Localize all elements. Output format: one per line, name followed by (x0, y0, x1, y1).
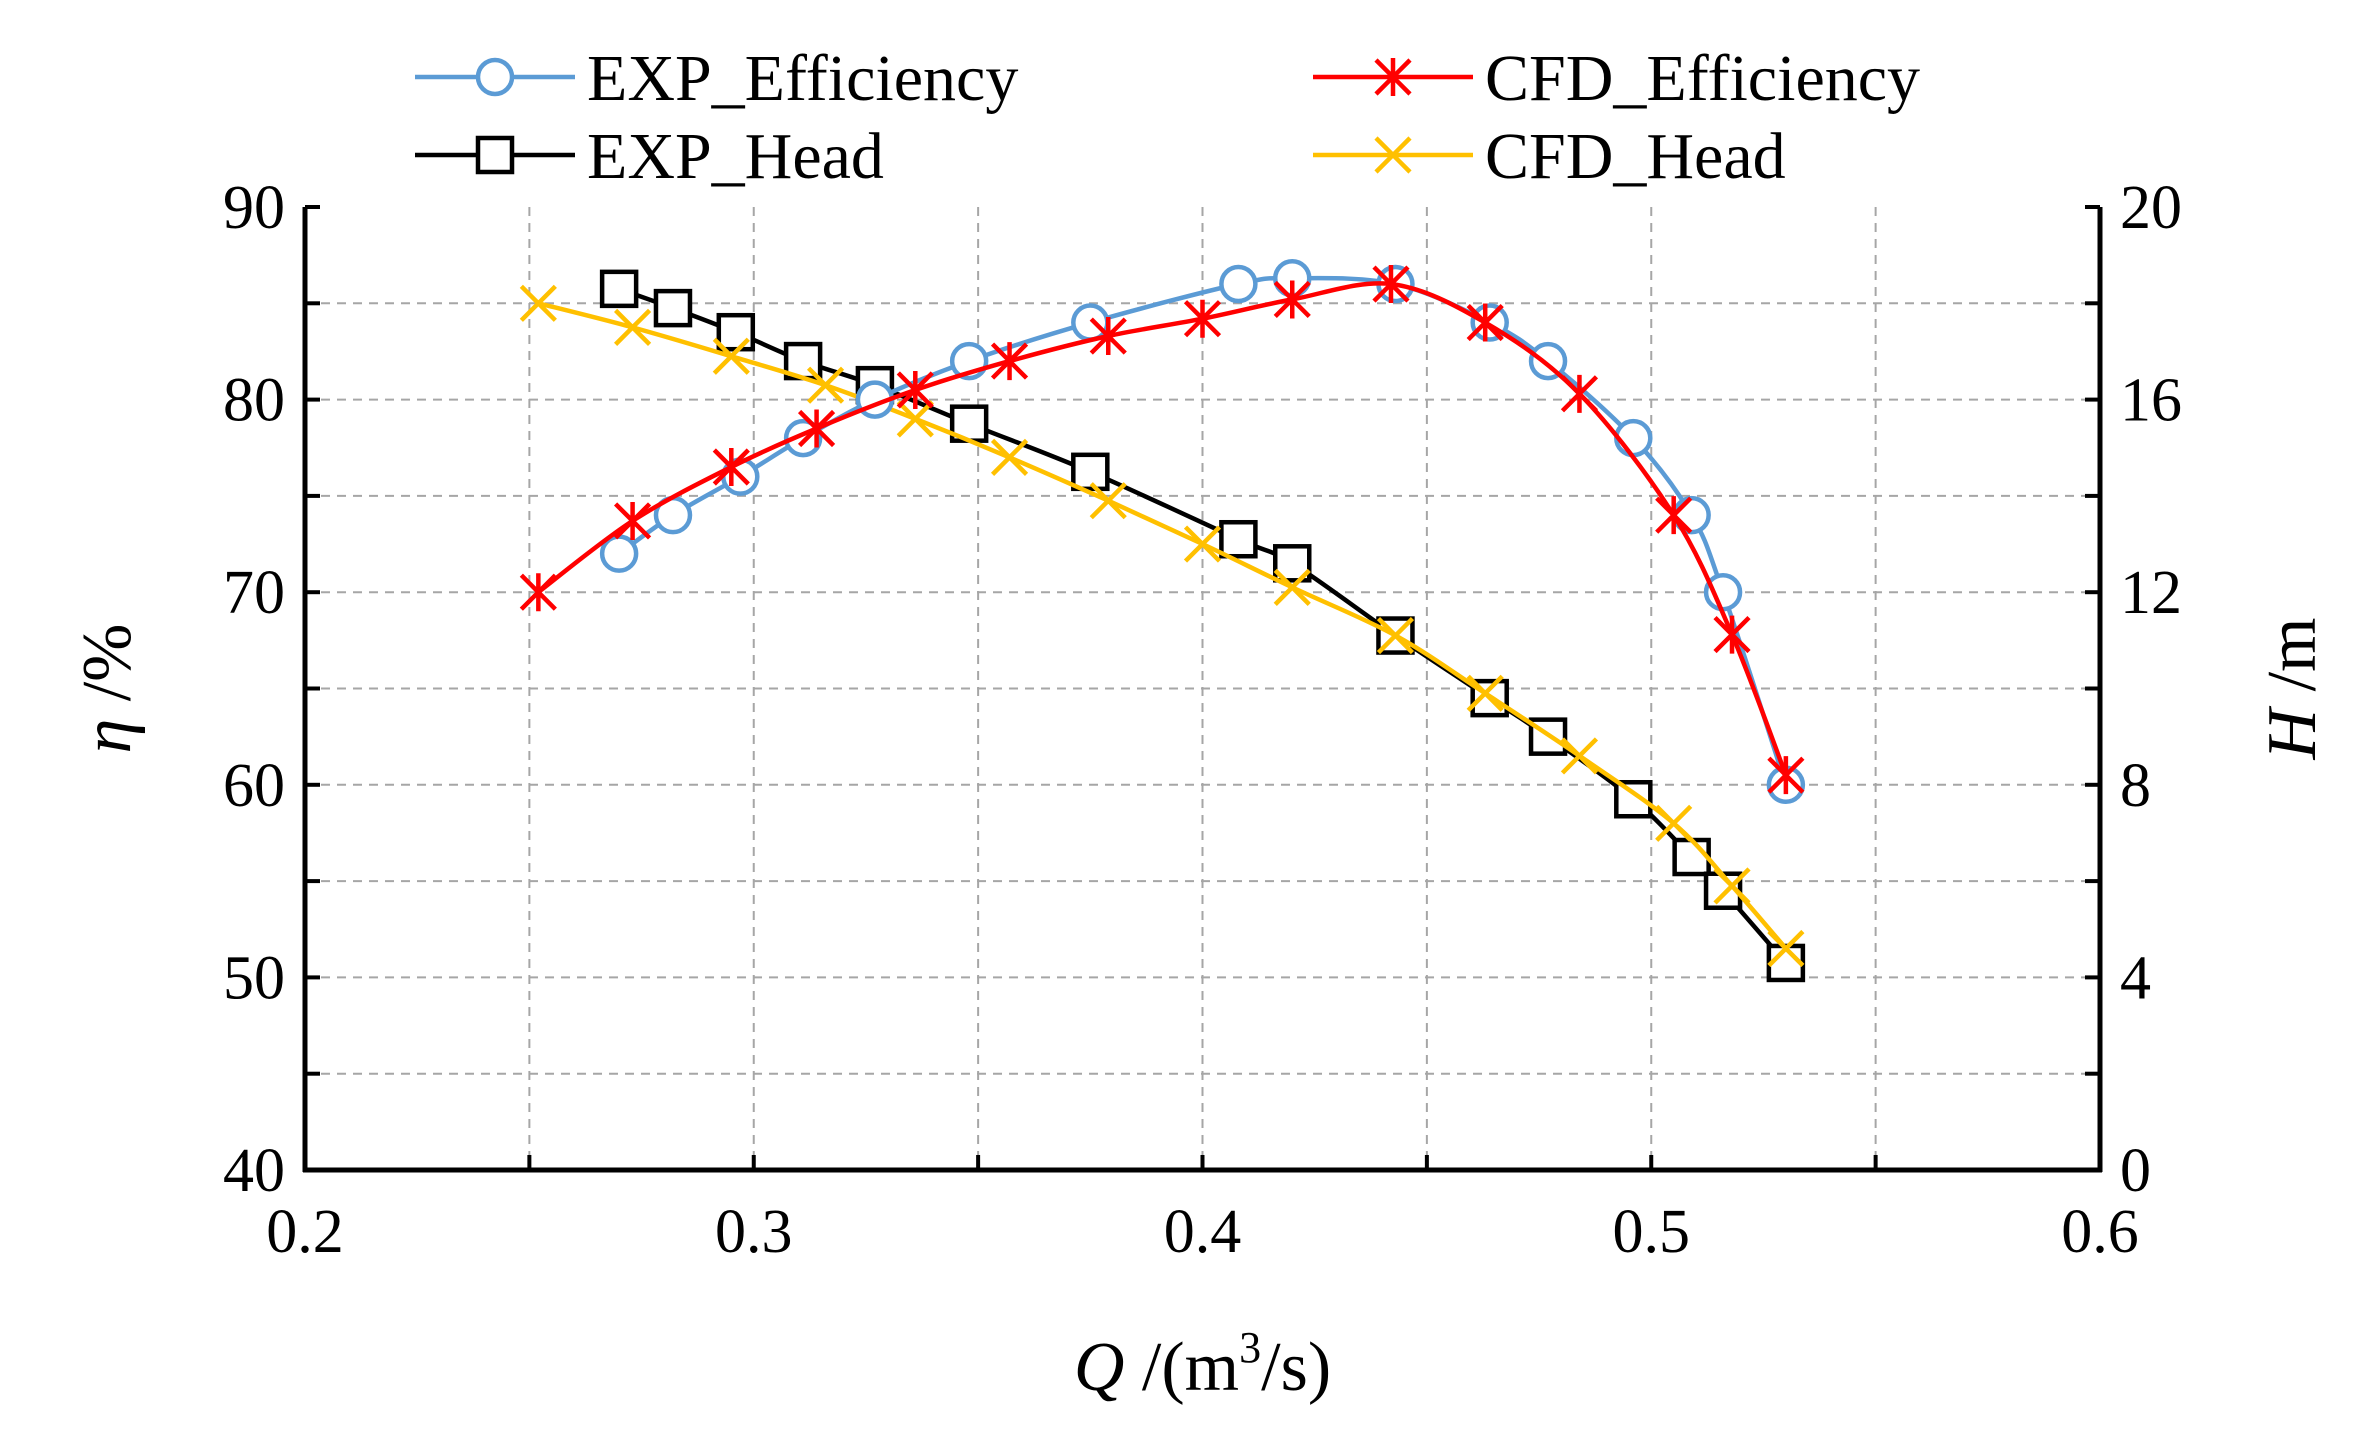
data-point-marker (519, 284, 557, 322)
data-point-marker (1466, 674, 1504, 712)
data-point-marker (990, 438, 1029, 476)
y-left-tick-label: 50 (223, 944, 285, 1012)
y-left-tick-label: 80 (223, 367, 285, 435)
data-point-marker (1273, 280, 1311, 319)
legend-marker (1374, 136, 1412, 174)
axis-labels: Q /(m3/s) η /% H /m (69, 618, 2331, 1406)
y-right-tick-label: 8 (2120, 752, 2151, 820)
data-point-marker (797, 409, 836, 448)
data-point-marker (1089, 482, 1127, 520)
data-point-marker (896, 370, 934, 409)
x-tick-label: 0.2 (266, 1198, 344, 1266)
data-point-marker (990, 342, 1029, 381)
data-point-marker (1560, 374, 1599, 413)
data-point-marker (1219, 264, 1258, 304)
data-point-marker (1273, 568, 1311, 606)
y-right-axis-symbol: H (2254, 705, 2331, 760)
data-point-marker (1703, 572, 1743, 612)
data-point-marker (1183, 525, 1222, 563)
y-left-tick-label: 90 (223, 174, 285, 242)
series-cfd-head (519, 284, 1805, 968)
data-point-marker (1466, 303, 1504, 342)
x-tick-label: 0.4 (1164, 1198, 1242, 1266)
legend-entry: EXP_Head (415, 120, 884, 193)
data-point-marker (806, 366, 845, 404)
legend-label: CFD_Efficiency (1485, 42, 1920, 115)
legend-label: EXP_Head (587, 120, 884, 193)
x-axis-label: Q /(m3/s) (1074, 1323, 1331, 1406)
data-point-marker (1767, 756, 1805, 795)
y-right-axis-label: H /m (2254, 618, 2331, 761)
y-left-tick-label: 70 (223, 559, 285, 627)
y-right-tick-label: 12 (2120, 559, 2182, 627)
data-point-marker (1560, 737, 1599, 775)
data-point-marker (1183, 299, 1222, 338)
data-point-marker (1655, 496, 1693, 535)
data-point-marker (1372, 265, 1410, 304)
y-left-axis-symbol: η (69, 719, 146, 754)
series (519, 259, 1806, 983)
tick-labels: 0.2 0.3 0.4 0.5 0.6 40 50 60 70 80 90 0 4 8 12 16 20 (223, 174, 2182, 1266)
data-point-marker (1219, 519, 1258, 559)
data-point-marker (1089, 317, 1127, 356)
legend-label: EXP_Efficiency (587, 42, 1018, 115)
x-axis-symbol: Q (1074, 1329, 1125, 1406)
data-point-marker (1071, 452, 1110, 492)
legend-entry: EXP_Efficiency (415, 42, 1018, 115)
y-left-axis-label: η /% (69, 624, 146, 754)
data-point-marker (712, 448, 750, 487)
data-point-marker (1655, 804, 1693, 842)
x-tick-label: 0.5 (1613, 1198, 1691, 1266)
y-left-tick-label: 40 (223, 1137, 285, 1205)
data-point-marker (1376, 616, 1415, 655)
data-point-marker (1071, 303, 1110, 342)
legend-marker (1374, 58, 1412, 96)
data-point-marker (1713, 615, 1751, 654)
data-point-marker (599, 269, 639, 309)
data-point-marker (716, 312, 756, 352)
y-right-tick-label: 20 (2120, 174, 2182, 242)
data-point-marker (613, 308, 652, 346)
data-point-marker (1672, 837, 1711, 877)
data-point-marker (1614, 418, 1653, 458)
legend-label: CFD_Head (1485, 120, 1786, 193)
data-point-marker (1713, 867, 1751, 905)
x-axis-unit-tail: /s) (1261, 1329, 1331, 1406)
y-left-axis-unit: /% (69, 624, 146, 719)
x-axis-unit: /(m (1124, 1329, 1239, 1406)
data-point-marker (653, 288, 693, 328)
y-left-tick-label: 60 (223, 752, 285, 820)
x-axis-unit-superscript: 3 (1239, 1323, 1261, 1372)
legend-marker (475, 135, 515, 175)
legend-marker (475, 57, 515, 97)
legend: EXP_Efficiency CFD_Efficiency EXP_Head CFD_… (415, 42, 1920, 193)
legend-entry: CFD_Head (1313, 120, 1786, 193)
data-point-marker (613, 501, 652, 540)
data-point-marker (712, 337, 750, 375)
y-right-tick-label: 4 (2120, 944, 2151, 1012)
y-right-axis-unit: /m (2254, 618, 2331, 709)
series-cfd-efficiency (519, 265, 1805, 795)
y-right-tick-label: 16 (2120, 367, 2182, 435)
data-point-marker (1767, 929, 1805, 968)
data-point-marker (599, 534, 639, 573)
y-right-tick-label: 0 (2120, 1137, 2151, 1205)
plot-frame (302, 205, 2103, 1173)
legend-entry: CFD_Efficiency (1313, 42, 1920, 115)
data-point-marker (519, 573, 557, 612)
x-tick-label: 0.6 (2061, 1198, 2139, 1266)
data-point-marker (896, 400, 934, 438)
x-tick-label: 0.3 (715, 1198, 793, 1266)
